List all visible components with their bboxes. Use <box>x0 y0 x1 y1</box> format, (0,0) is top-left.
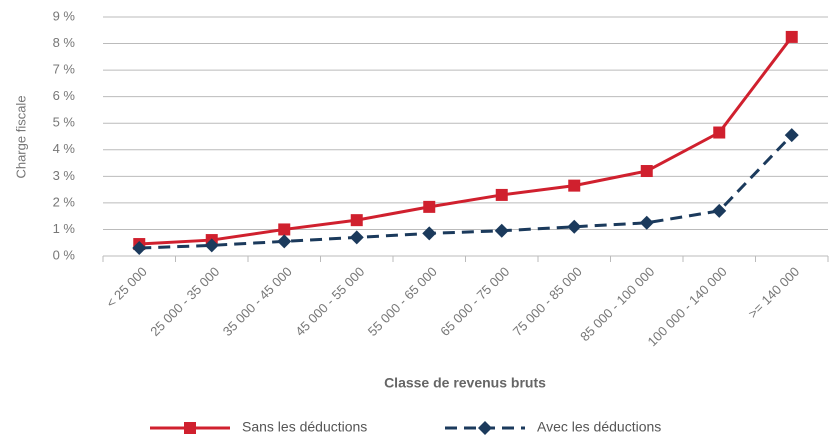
point <box>494 223 509 238</box>
x-tick-label: 55 000 - 65 000 <box>365 264 440 339</box>
y-tick-label: 2 % <box>53 194 76 209</box>
point <box>132 241 147 256</box>
point <box>784 128 799 143</box>
legend-label: Avec les déductions <box>537 419 661 435</box>
y-tick-label: 9 % <box>53 8 76 23</box>
point <box>422 226 437 241</box>
point <box>567 219 582 234</box>
x-tick-label: 65 000 - 75 000 <box>437 264 512 339</box>
x-tick-label: 100 000 - 140 000 <box>645 264 730 349</box>
point <box>568 179 581 192</box>
point <box>204 238 219 253</box>
x-tick-label: 35 000 - 45 000 <box>220 264 295 339</box>
series-line <box>139 134 793 250</box>
point <box>349 230 364 245</box>
point <box>712 203 727 218</box>
point <box>785 30 798 43</box>
x-tick-label: 25 000 - 35 000 <box>147 264 222 339</box>
point <box>277 234 292 249</box>
point <box>640 165 653 178</box>
y-tick-label: 4 % <box>53 141 76 156</box>
y-tick-label: 0 % <box>53 247 76 262</box>
y-tick-label: 8 % <box>53 35 76 50</box>
x-tick-label: 45 000 - 55 000 <box>292 264 367 339</box>
x-tick-label: 75 000 - 85 000 <box>510 264 585 339</box>
legend-label: Sans les déductions <box>242 419 367 435</box>
y-axis-title: Charge fiscale <box>13 95 28 178</box>
point <box>350 214 363 227</box>
x-tick-label: < 25 000 <box>103 264 150 311</box>
legend-marker <box>478 421 492 435</box>
point <box>639 215 654 230</box>
series-line <box>139 36 793 246</box>
x-tick-label: >= 140 000 <box>745 264 802 321</box>
legend-marker <box>184 422 196 434</box>
x-tick-label: 85 000 - 100 000 <box>577 264 657 344</box>
point <box>713 126 726 139</box>
x-axis-title: Classe de revenus bruts <box>384 375 546 391</box>
point <box>278 223 291 236</box>
y-tick-label: 1 % <box>53 221 76 236</box>
point <box>423 200 436 213</box>
y-tick-label: 6 % <box>53 88 76 103</box>
y-tick-label: 3 % <box>53 168 76 183</box>
point <box>495 188 508 201</box>
y-tick-label: 5 % <box>53 115 76 130</box>
y-tick-label: 7 % <box>53 62 76 77</box>
